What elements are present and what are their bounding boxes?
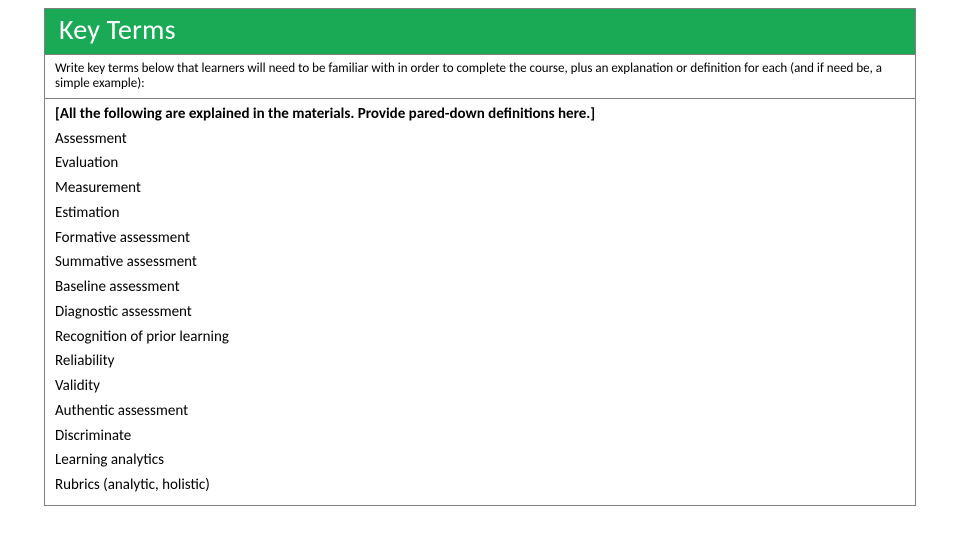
materials-note: [All the following are explained in the …	[55, 105, 905, 124]
term-item: Baseline assessment	[55, 278, 905, 297]
page: Key Terms Write key terms below that lea…	[0, 0, 960, 540]
term-item: Validity	[55, 377, 905, 396]
term-item: Measurement	[55, 179, 905, 198]
terms-content: [All the following are explained in the …	[44, 99, 916, 506]
term-item: Evaluation	[55, 154, 905, 173]
instruction-row: Write key terms below that learners will…	[44, 54, 916, 99]
section-header: Key Terms	[44, 8, 916, 54]
term-item: Summative assessment	[55, 253, 905, 272]
term-item: Formative assessment	[55, 229, 905, 248]
term-item: Rubrics (analytic, holistic)	[55, 476, 905, 495]
instruction-text: Write key terms below that learners will…	[55, 61, 882, 92]
term-item: Authentic assessment	[55, 402, 905, 421]
term-item: Reliability	[55, 352, 905, 371]
term-item: Estimation	[55, 204, 905, 223]
section-title: Key Terms	[59, 12, 176, 47]
term-item: Diagnostic assessment	[55, 303, 905, 322]
term-item: Recognition of prior learning	[55, 328, 905, 347]
term-item: Learning analytics	[55, 451, 905, 470]
term-item: Assessment	[55, 130, 905, 149]
term-item: Discriminate	[55, 427, 905, 446]
